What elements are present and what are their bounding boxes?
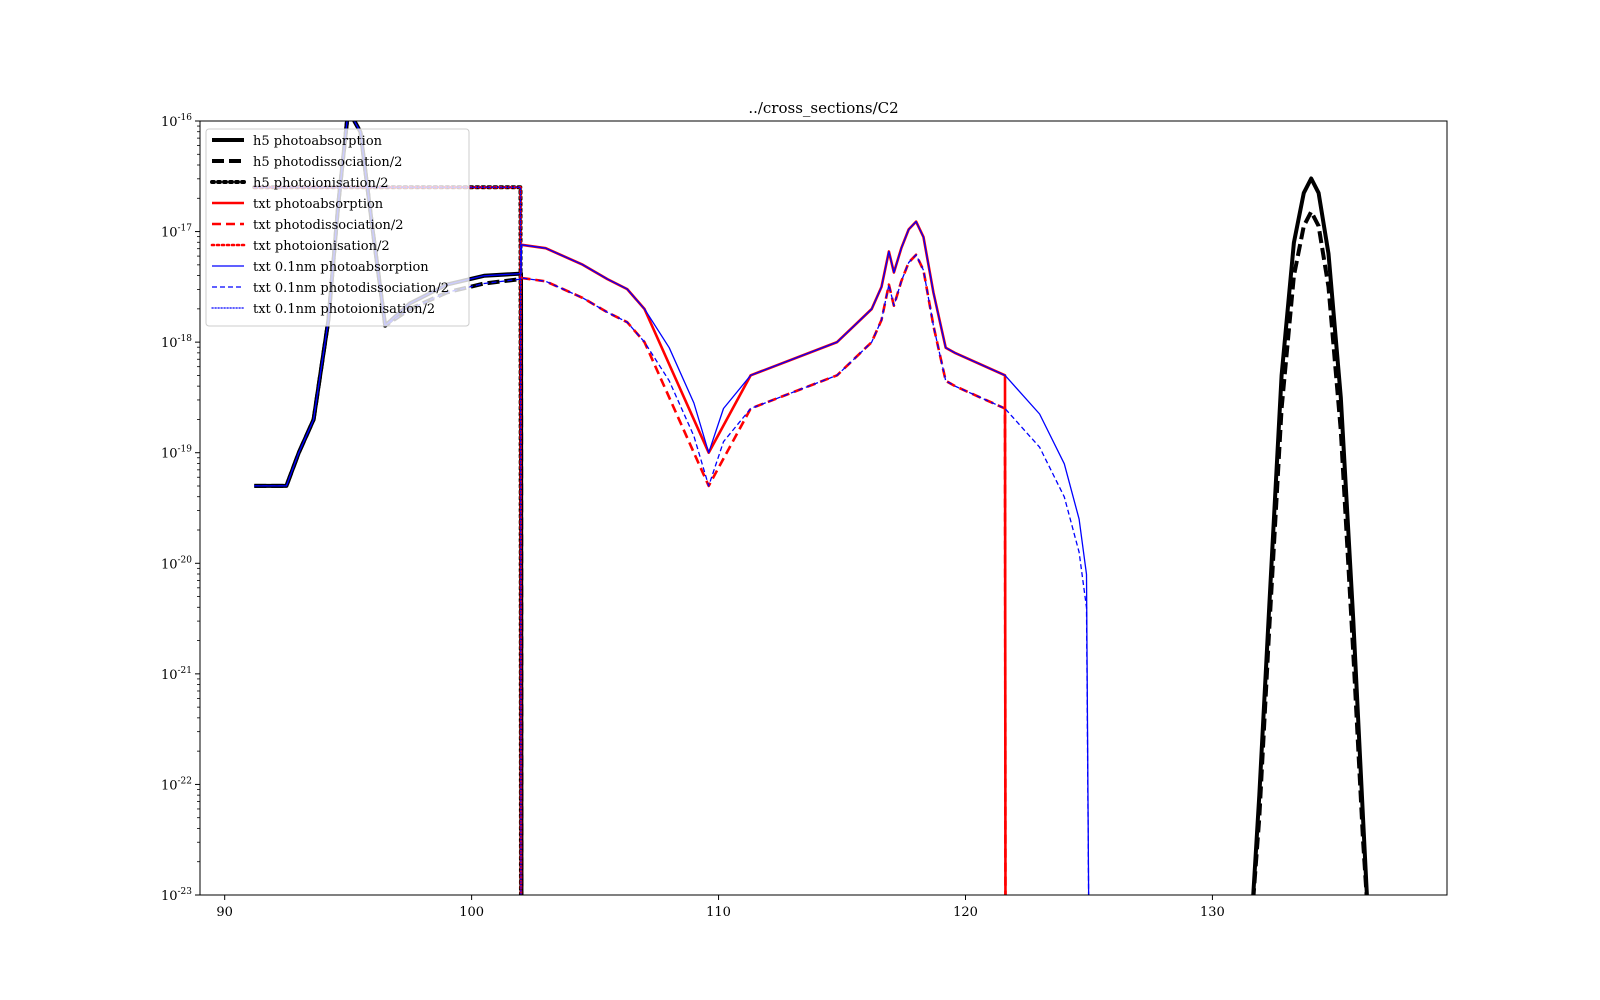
y-tick-label: 10-17 xyxy=(161,224,192,241)
y-tick-label: 10-23 xyxy=(161,887,192,904)
y-tick-label: 10-19 xyxy=(161,445,192,462)
legend-label: h5 photodissociation/2 xyxy=(253,155,402,170)
legend: h5 photoabsorption h5 photodissociation/2… xyxy=(205,128,470,327)
legend-label: h5 photoionisation/2 xyxy=(253,176,389,191)
y-tick-label: 10-18 xyxy=(161,334,192,351)
legend-label: txt photoionisation/2 xyxy=(253,239,390,254)
legend-label: txt 0.1nm photodissociation/2 xyxy=(253,281,449,296)
y-axis: 10-16 10-17 10-18 10-19 10-20 10-21 10-22 10-23 xyxy=(161,113,200,904)
x-tick-label: 130 xyxy=(1200,905,1225,920)
series-line-txt-photodissociation-2 xyxy=(521,253,1007,895)
y-tick-label: 10-16 xyxy=(161,113,192,130)
legend-label: txt 0.1nm photoabsorption xyxy=(253,260,429,275)
x-tick-label: 120 xyxy=(953,905,978,920)
legend-label: h5 photoabsorption xyxy=(253,134,383,149)
y-tick-label: 10-20 xyxy=(161,555,192,572)
series-line-txt-photoabsorption xyxy=(521,220,1007,895)
legend-box xyxy=(205,128,470,327)
y-tick-label: 10-21 xyxy=(161,666,192,683)
series-line-peak-peak_abs xyxy=(1251,176,1369,895)
x-tick-label: 100 xyxy=(459,905,484,920)
x-tick-label: 110 xyxy=(706,905,731,920)
legend-label: txt photodissociation/2 xyxy=(253,218,404,233)
plot-frame xyxy=(199,120,1448,896)
x-tick-label: 90 xyxy=(216,905,233,920)
chart-title: ../cross_sections/C2 xyxy=(748,99,898,117)
legend-label: txt photoabsorption xyxy=(253,197,384,212)
legend-label: txt 0.1nm photoionisation/2 xyxy=(253,302,435,317)
y-tick-label: 10-22 xyxy=(161,776,192,793)
x-axis: 90 100 110 120 130 xyxy=(216,895,1225,920)
